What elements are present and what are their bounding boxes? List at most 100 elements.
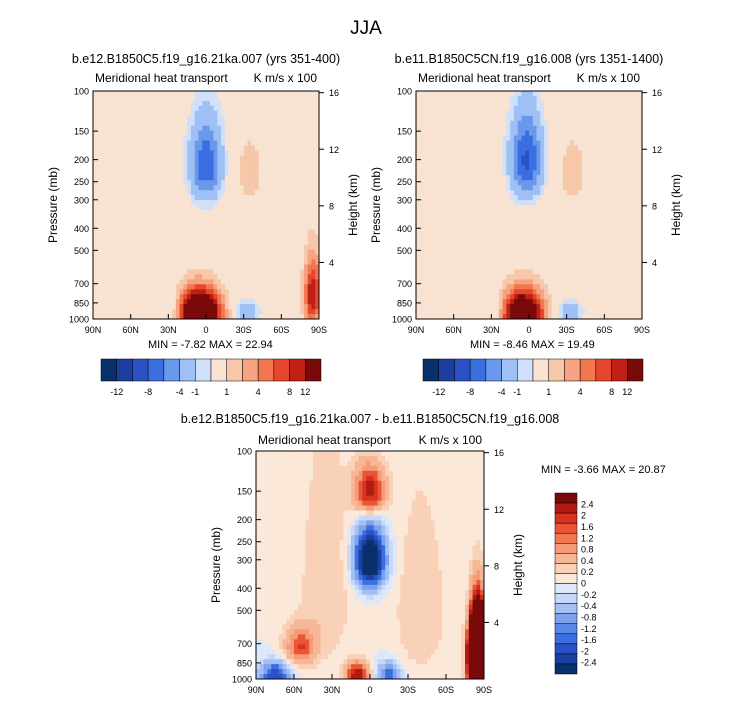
contour-cell <box>190 249 196 256</box>
contour-cell <box>149 279 154 285</box>
contour-cell <box>540 170 545 176</box>
contour-cell <box>243 214 249 221</box>
contour-cell <box>589 264 594 271</box>
contour-cell <box>213 294 218 300</box>
contour-cell <box>288 105 294 112</box>
contour-cell <box>502 224 507 231</box>
contour-cell <box>532 115 538 122</box>
contour-cell <box>145 224 151 231</box>
contour-cell <box>175 309 181 315</box>
contour-cell <box>589 170 594 176</box>
contour-cell <box>243 105 249 112</box>
contour-cell <box>239 115 245 122</box>
contour-cell <box>100 100 105 107</box>
contour-cell <box>243 110 249 117</box>
contour-cell <box>164 145 169 152</box>
contour-cell <box>532 289 538 295</box>
contour-cell <box>243 274 249 280</box>
contour-cell <box>115 190 120 196</box>
contour-cell <box>168 170 173 176</box>
contour-cell <box>577 224 583 231</box>
contour-cell <box>581 165 587 171</box>
contour-cell <box>506 95 511 102</box>
contour-cell <box>190 195 196 201</box>
contour-cell <box>138 190 143 196</box>
contour-cell <box>247 205 252 211</box>
contour-cell <box>187 110 192 117</box>
contour-cell <box>521 234 526 241</box>
contour-cell <box>506 234 511 241</box>
contour-cell <box>96 224 102 231</box>
contour-cell <box>502 274 507 280</box>
contour-cell <box>525 309 530 315</box>
contour-cell <box>502 234 507 241</box>
contour-cell <box>100 209 105 216</box>
contour-cell <box>506 224 511 231</box>
contour-cell <box>243 299 249 305</box>
contour-cell <box>446 190 451 196</box>
contour-cell <box>123 209 128 216</box>
contour-cell <box>126 170 132 176</box>
contour-cell <box>111 180 117 186</box>
contour-cell <box>491 170 496 176</box>
colorbar-label: -12 <box>110 387 123 397</box>
contour-cell <box>495 170 500 176</box>
contour-cell <box>468 249 474 256</box>
contour-cell <box>311 110 316 117</box>
contour-cell <box>449 309 455 315</box>
contour-cell <box>277 110 282 117</box>
contour-cell <box>160 214 166 221</box>
contour-cell <box>153 284 158 290</box>
contour-cell <box>119 304 124 310</box>
contour-cell <box>303 185 309 191</box>
contour-cell <box>270 309 275 315</box>
contour-cell <box>224 214 230 221</box>
contour-cell <box>540 200 545 206</box>
contour-cell <box>540 259 545 266</box>
contour-cell <box>175 249 181 256</box>
contour-cell <box>202 95 207 102</box>
contour-cell <box>134 180 139 186</box>
contour-cell <box>521 244 526 251</box>
contour-cell <box>529 200 534 206</box>
contour-cell <box>126 274 132 280</box>
contour-cell <box>228 304 233 310</box>
contour-cell <box>239 299 245 305</box>
contour-cell <box>416 294 421 300</box>
contour-cell <box>427 244 432 251</box>
contour-cell <box>160 205 166 211</box>
contour-cell <box>239 234 245 241</box>
contour-cell <box>570 195 575 201</box>
contour-cell <box>483 165 489 171</box>
contour-cell <box>536 130 541 137</box>
contour-cell <box>130 274 136 280</box>
contour-cell <box>525 120 530 127</box>
contour-cell <box>198 234 203 241</box>
contour-cell <box>547 299 553 305</box>
contour-cell <box>157 91 162 97</box>
contour-cell <box>461 214 466 221</box>
contour-cell <box>251 274 256 280</box>
contour-cell <box>134 309 139 315</box>
contour-cell <box>187 190 192 196</box>
contour-cell <box>529 120 534 127</box>
contour-cell <box>190 115 196 122</box>
contour-cell <box>138 120 143 127</box>
contour-cell <box>513 205 519 211</box>
contour-cell <box>221 91 226 97</box>
contour-cell <box>589 130 594 137</box>
contour-cell <box>187 100 192 107</box>
contour-cell <box>487 214 492 221</box>
contour-cell <box>419 130 425 137</box>
contour-cell <box>457 135 462 142</box>
contour-cell <box>464 254 470 261</box>
contour-cell <box>111 234 117 241</box>
contour-cell <box>236 314 241 319</box>
contour-cell <box>277 274 282 280</box>
contour-cell <box>277 214 282 221</box>
contour-cell <box>285 274 290 280</box>
contour-cell <box>303 165 309 171</box>
contour-cell <box>134 254 139 261</box>
contour-cell <box>551 140 556 147</box>
contour-cell <box>149 209 154 216</box>
